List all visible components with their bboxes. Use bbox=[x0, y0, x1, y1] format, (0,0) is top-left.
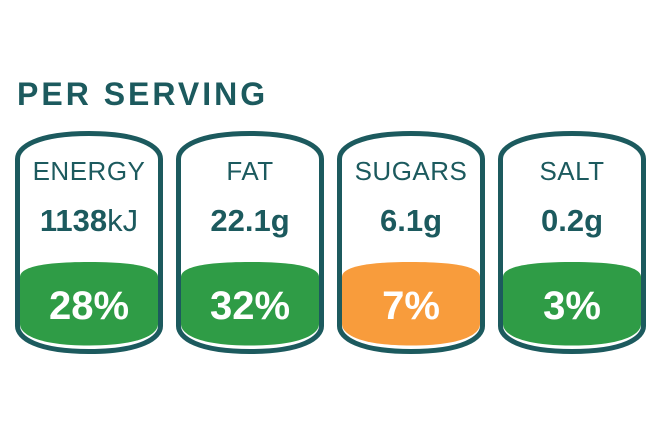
badge-percent: 32% bbox=[209, 284, 291, 328]
badge-label: SUGARS bbox=[354, 156, 468, 186]
badge-percent: 3% bbox=[543, 284, 601, 328]
badge-shape bbox=[337, 131, 485, 354]
percent-fill-shape bbox=[342, 262, 480, 346]
nutrition-badge-fat: FAT 22.1g 32% bbox=[176, 131, 324, 354]
badge-label: ENERGY bbox=[32, 156, 146, 186]
nutrition-badges-row: ENERGY 1138kJ 28% FAT 22.1g 32% SUGARS 6… bbox=[15, 131, 646, 354]
badge-value-amount: 22.1g bbox=[210, 203, 290, 238]
badge-value: 6.1g bbox=[337, 205, 485, 237]
nutrition-badge-sugars: SUGARS 6.1g 7% bbox=[337, 131, 485, 354]
nutrition-badge-salt: SALT 0.2g 3% bbox=[498, 131, 646, 354]
percent-fill-shape bbox=[20, 262, 158, 346]
percent-fill-shape bbox=[503, 262, 641, 346]
nutrition-badge-energy: ENERGY 1138kJ 28% bbox=[15, 131, 163, 354]
badge-shape bbox=[15, 131, 163, 354]
page-title: PER SERVING bbox=[17, 76, 269, 112]
badge-shape bbox=[498, 131, 646, 354]
badge-percent: 28% bbox=[48, 284, 130, 328]
badge-label: FAT bbox=[226, 156, 274, 186]
percent-fill-shape bbox=[181, 262, 319, 346]
badge-percent: 7% bbox=[382, 284, 440, 328]
badge-value: 1138kJ bbox=[15, 205, 163, 237]
badge-value-unit: kJ bbox=[107, 203, 139, 238]
badge-value: 0.2g bbox=[498, 205, 646, 237]
badge-shape bbox=[176, 131, 324, 354]
badge-value: 22.1g bbox=[176, 205, 324, 237]
badge-value-amount: 6.1g bbox=[379, 203, 443, 238]
badge-value-amount: 0.2g bbox=[540, 203, 604, 238]
badge-value-amount: 1138 bbox=[39, 203, 108, 238]
badge-label: SALT bbox=[539, 156, 605, 186]
